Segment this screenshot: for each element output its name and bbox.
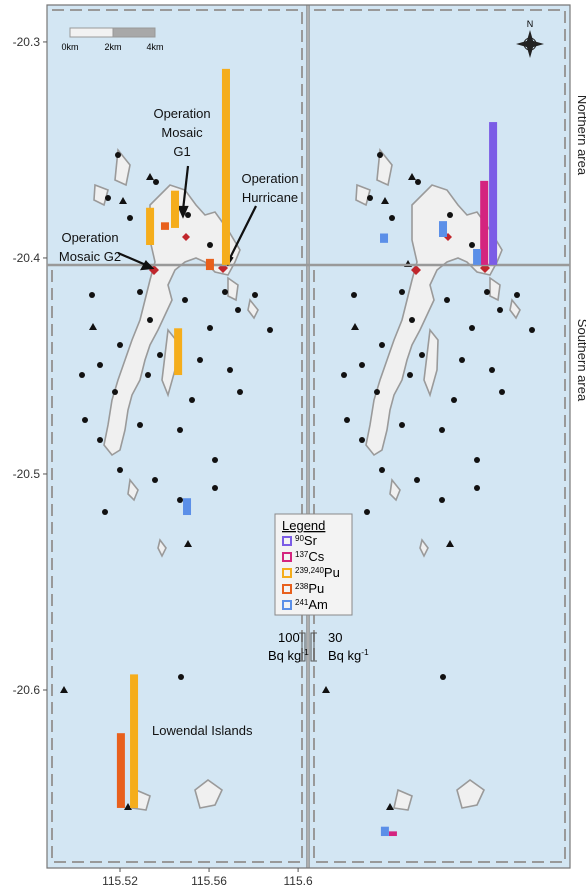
legend-swatch xyxy=(282,552,292,562)
element: Cs xyxy=(308,549,324,564)
y-tick-label: -20.5 xyxy=(13,467,41,481)
concentration-bar xyxy=(116,733,125,808)
legend-label: 90Sr xyxy=(295,533,318,548)
concentration-bar xyxy=(160,222,169,230)
concentration-bar xyxy=(174,328,183,376)
legend-swatch xyxy=(282,536,292,546)
y-tick-label: -20.4 xyxy=(13,251,41,265)
concentration-bar xyxy=(380,233,389,243)
concentration-bar xyxy=(380,826,389,837)
compass: N xyxy=(516,19,544,58)
element: Sr xyxy=(304,533,318,548)
legend-title: Legend xyxy=(282,518,325,533)
concentration-bar xyxy=(183,498,192,516)
annotation: Operation xyxy=(153,106,210,121)
panel-border xyxy=(46,4,571,869)
legend-label: 137Cs xyxy=(295,549,325,564)
unit: Bq kg xyxy=(328,648,361,663)
concentration-bar xyxy=(130,674,139,808)
element: Am xyxy=(308,597,328,612)
reference-unit: Bq kg-1 xyxy=(268,647,309,663)
mass-number: 90 xyxy=(295,534,304,543)
y-tick-label: -20.6 xyxy=(13,683,41,697)
annotation: Mosaic G2 xyxy=(59,249,121,264)
element: Pu xyxy=(324,565,340,580)
concentration-bar xyxy=(388,831,397,837)
mass-number: 239,240 xyxy=(295,566,324,575)
concentration-bar xyxy=(170,190,179,228)
mass-number: 137 xyxy=(295,550,309,559)
reference-value: 30 xyxy=(328,630,342,645)
unit: Bq kg xyxy=(268,648,301,663)
legend-label: 239,240Pu xyxy=(295,565,340,580)
compass-north: N xyxy=(527,19,534,29)
concentration-bar xyxy=(489,122,498,265)
legend-label: 241Am xyxy=(295,597,328,612)
mass-number: 241 xyxy=(295,598,309,607)
concentration-bar xyxy=(473,249,482,265)
annotation: Hurricane xyxy=(242,190,298,205)
legend-box xyxy=(274,513,353,616)
annotation: Operation xyxy=(241,171,298,186)
left-panel xyxy=(47,5,307,868)
x-tick-label: 115.52 xyxy=(102,874,138,888)
scale-label: 0km xyxy=(61,42,78,52)
legend-swatch xyxy=(282,568,292,578)
right-panel xyxy=(309,5,570,868)
unit-exponent: -1 xyxy=(361,647,369,657)
x-tick-label: 115.56 xyxy=(191,874,227,888)
element: Pu xyxy=(308,581,324,596)
x-tick-label: 115.6 xyxy=(284,874,313,888)
concentration-bar xyxy=(205,258,214,271)
concentration-bar xyxy=(221,68,230,265)
reference-value: 100 xyxy=(278,630,300,645)
annotation: G1 xyxy=(173,144,190,159)
reference-unit: Bq kg-1 xyxy=(328,647,369,663)
scale-label: 2km xyxy=(104,42,121,52)
area-label: Northern area xyxy=(575,95,586,176)
annotation: Lowendal Islands xyxy=(152,723,253,738)
area-label: Southern area xyxy=(575,319,586,402)
concentration-bar xyxy=(146,207,155,245)
concentration-bar xyxy=(439,221,448,238)
scale-bar xyxy=(69,27,156,38)
legend-label: 238Pu xyxy=(295,581,324,596)
y-tick-label: -20.3 xyxy=(13,35,41,49)
mass-number: 238 xyxy=(295,582,309,591)
legend-swatch xyxy=(282,600,292,610)
annotation: Mosaic xyxy=(161,125,203,140)
legend-swatch xyxy=(282,584,292,594)
annotation: Operation xyxy=(61,230,118,245)
unit-exponent: -1 xyxy=(301,647,309,657)
concentration-bar xyxy=(480,180,489,265)
scale-label: 4km xyxy=(146,42,163,52)
